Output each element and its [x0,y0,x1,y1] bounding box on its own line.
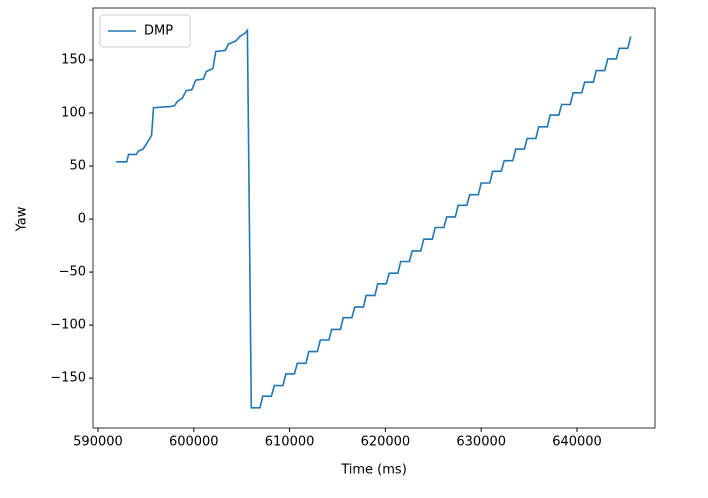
x-axis-label: Time (ms) [340,463,407,478]
x-tick-label: 600000 [169,435,219,450]
legend-box [99,14,191,48]
data-line [116,28,632,409]
y-tick-label: 150 [61,52,86,67]
y-tick-label: −50 [59,265,86,280]
legend-label: DMP [144,24,173,39]
x-tick-label: 620000 [361,435,411,450]
x-tick-label: 610000 [265,435,315,450]
plot-frame [92,7,656,429]
y-tick-label: −100 [50,318,86,333]
y-tick-label: 0 [78,212,86,227]
y-axis-label: Yaw [15,206,30,232]
x-tick-label: 640000 [552,435,602,450]
y-tick-label: 50 [69,159,86,174]
x-tick-label: 630000 [456,435,506,450]
y-tick-label: −150 [50,371,86,386]
x-tick-label: 590000 [73,435,123,450]
y-tick-label: 100 [61,106,86,121]
